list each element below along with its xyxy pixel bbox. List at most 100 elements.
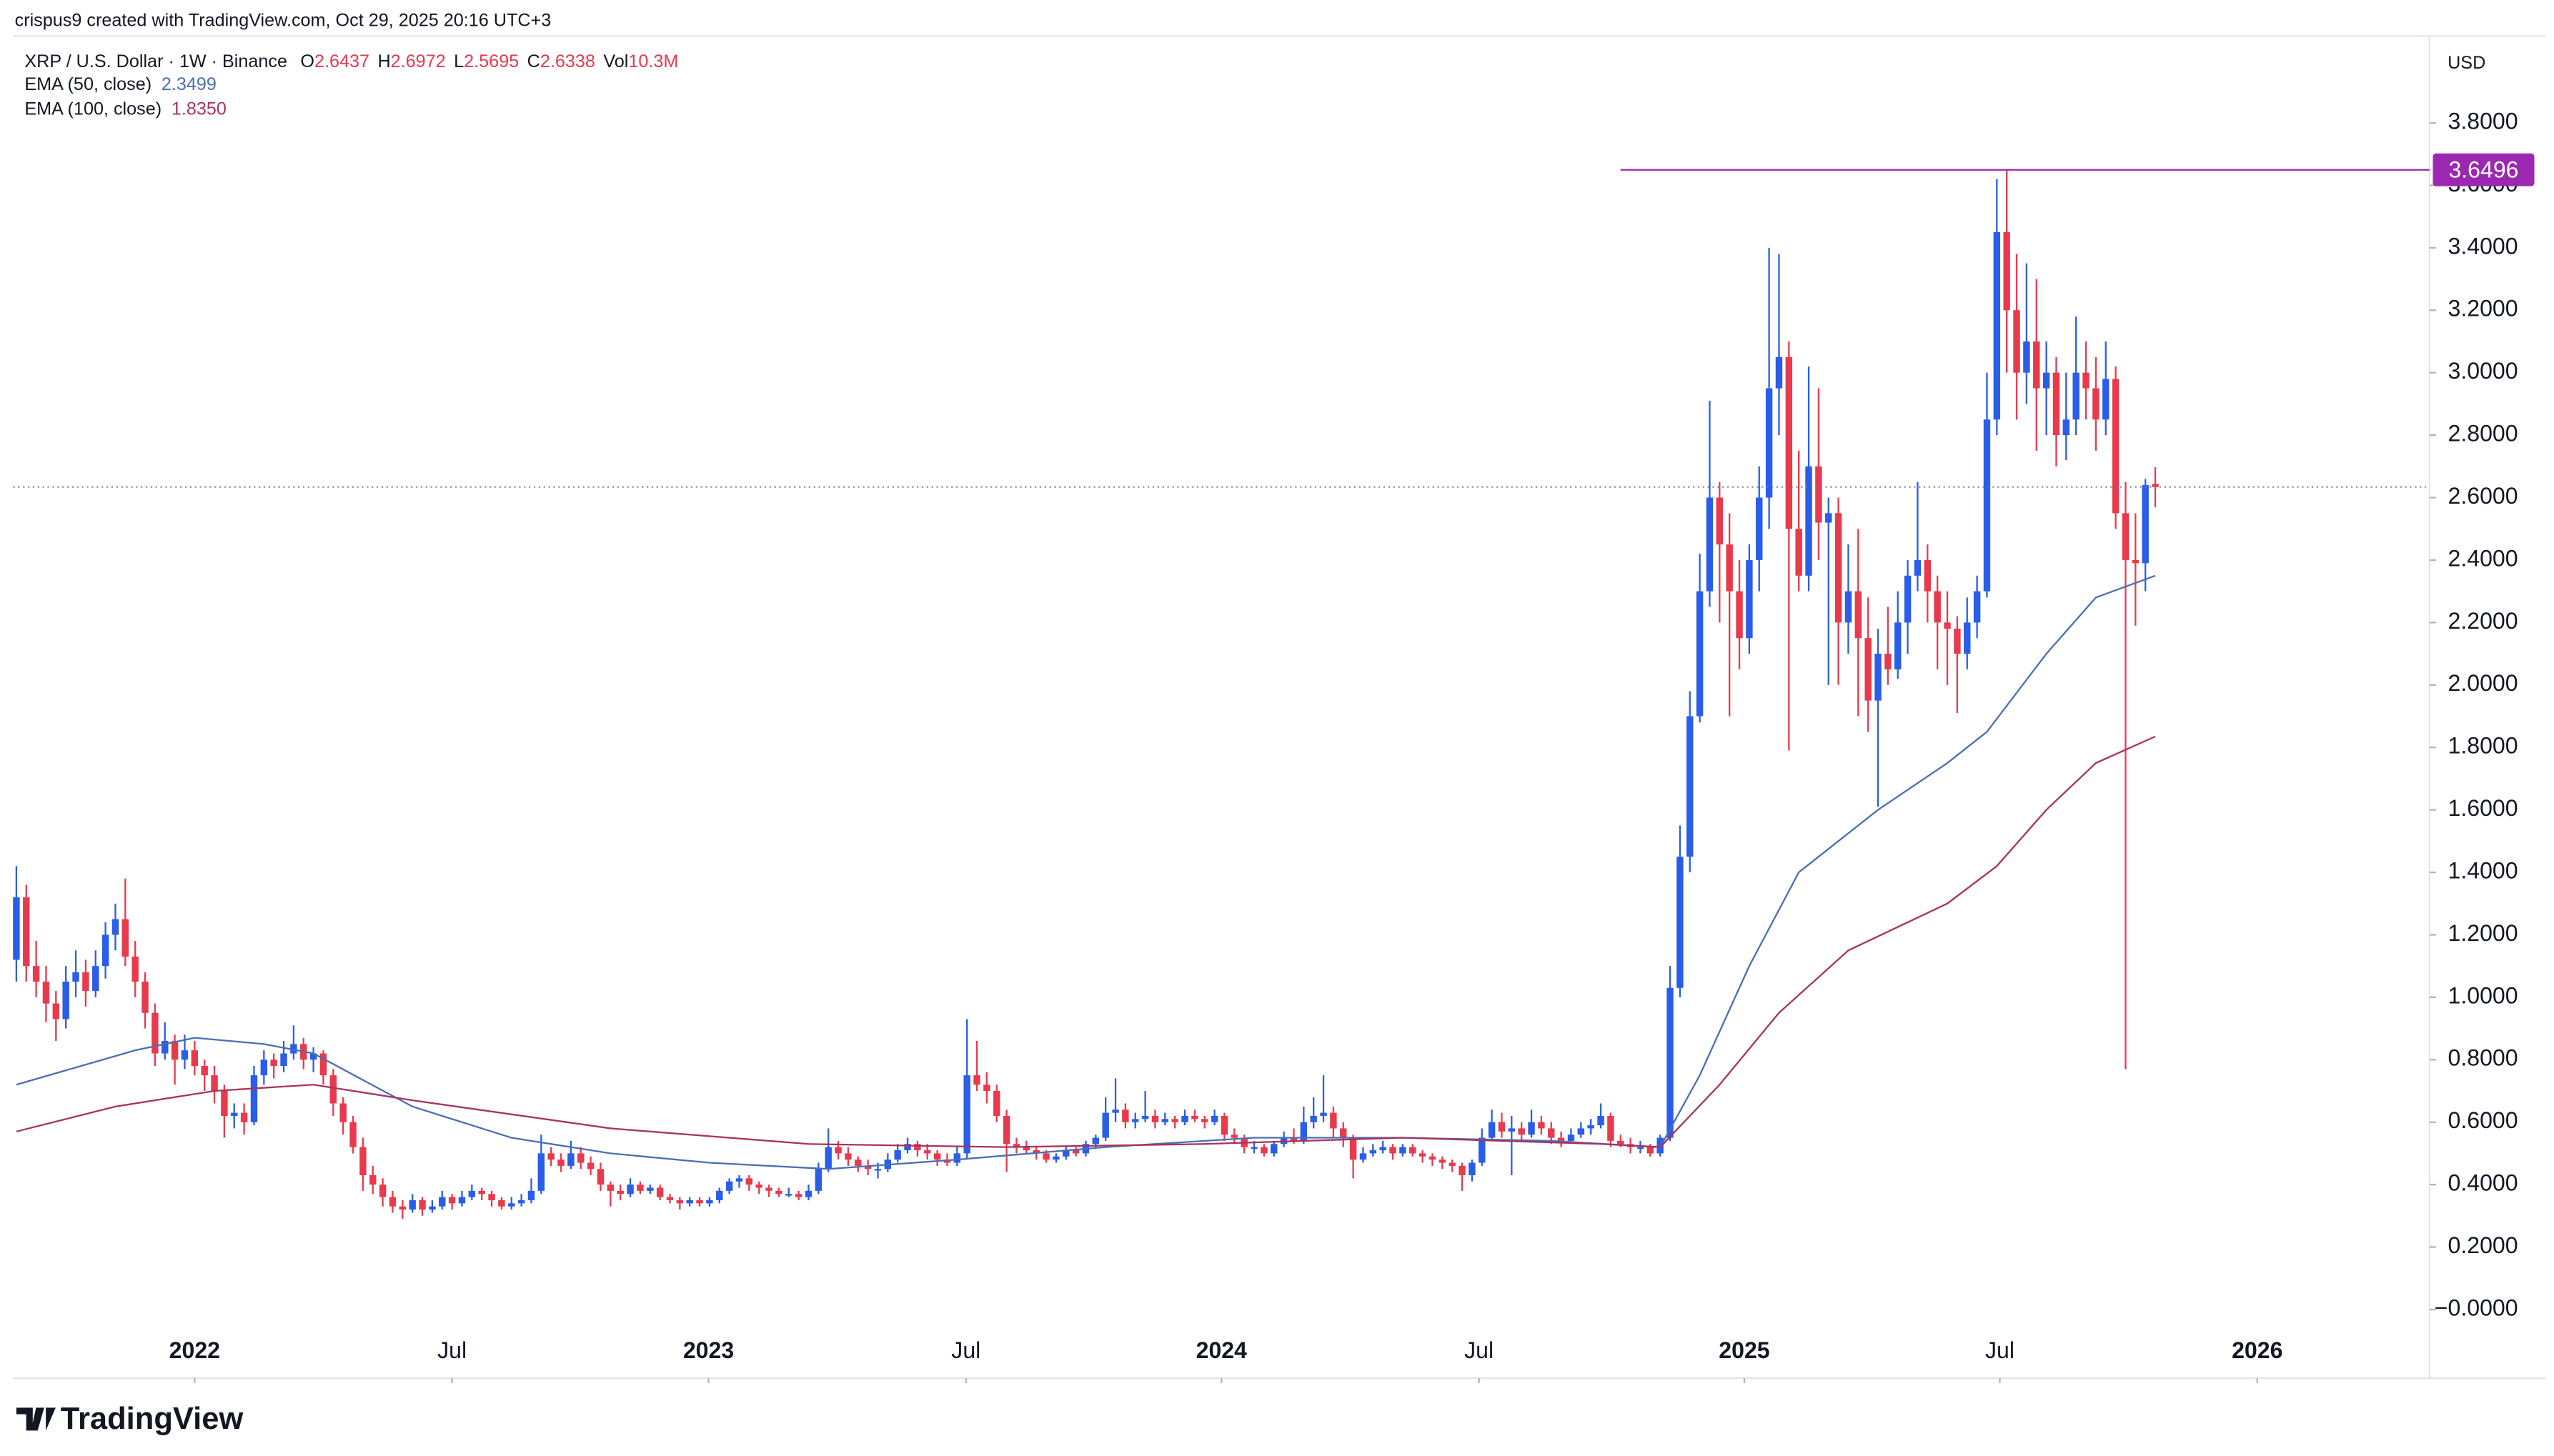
y-tick-label: 3.2000 <box>2448 296 2518 321</box>
candle-body <box>1389 1147 1396 1154</box>
y-tick-label: 3.4000 <box>2448 233 2518 259</box>
candle-body <box>1834 513 1842 623</box>
ohlc-value: 2.6972 <box>391 51 446 71</box>
candle-body <box>250 1075 258 1122</box>
candle-body <box>1557 1137 1565 1141</box>
candle-body <box>527 1190 535 1200</box>
candle-body <box>647 1187 654 1191</box>
candle-body <box>369 1175 377 1185</box>
candle-body <box>101 934 109 967</box>
candle-body <box>855 1160 862 1166</box>
candle-body <box>943 1160 951 1163</box>
candle-body <box>2052 372 2060 436</box>
candle-body <box>1666 987 1674 1138</box>
candle-body <box>379 1185 387 1197</box>
candle-body <box>775 1190 782 1195</box>
candle-body <box>933 1153 941 1160</box>
candle-body <box>835 1147 842 1154</box>
candle-body <box>725 1181 733 1191</box>
candle-body <box>2072 372 2080 420</box>
candle-body <box>1567 1135 1575 1141</box>
candle-body <box>1756 497 1763 560</box>
candle-body <box>617 1190 624 1195</box>
candle-body <box>1310 1115 1317 1122</box>
x-tick-label: 2025 <box>1719 1337 1769 1363</box>
candle-body <box>537 1153 545 1191</box>
candle-body <box>1171 1119 1178 1122</box>
candle-body <box>52 1003 60 1019</box>
candle-body <box>1053 1156 1060 1160</box>
candle-body <box>290 1044 297 1054</box>
level-label: 3.6496 <box>2448 156 2518 182</box>
candle-body <box>2062 419 2070 436</box>
y-tick-label: 0.2000 <box>2448 1232 2518 1258</box>
currency: USD <box>2448 53 2485 73</box>
candle-body <box>1964 622 1971 654</box>
candle-body <box>1023 1147 1030 1151</box>
candle-body <box>488 1194 495 1200</box>
y-tick-label: 1.6000 <box>2448 795 2518 821</box>
candle-body <box>914 1144 921 1151</box>
candle-body <box>1003 1115 1010 1145</box>
candle-body <box>1092 1137 1100 1145</box>
x-tick-label: 2023 <box>683 1337 734 1363</box>
candle-body <box>1112 1110 1119 1113</box>
candle-body <box>716 1190 723 1200</box>
candle-body <box>409 1200 416 1210</box>
candle-body <box>1261 1147 1268 1154</box>
candle-body <box>2132 559 2140 564</box>
candle-body <box>1636 1147 1644 1149</box>
y-tick-label: 2.2000 <box>2448 608 2518 634</box>
candle-body <box>211 1075 218 1091</box>
candle-body <box>755 1185 762 1188</box>
candle-body <box>637 1185 644 1191</box>
candle-body <box>1825 513 1832 523</box>
symbol: XRP / U.S. Dollar · 1W · Binance <box>24 51 287 71</box>
candle-body <box>1201 1119 1208 1122</box>
candle-body <box>1617 1140 1624 1145</box>
candle-body <box>231 1112 238 1116</box>
ema-value: 2.3499 <box>162 74 217 94</box>
candle-body <box>2013 310 2020 373</box>
candle-body <box>1696 591 1704 717</box>
y-tick-label: 2.8000 <box>2448 421 2518 447</box>
x-tick-label: Jul <box>951 1337 980 1363</box>
credit: crispus9 created with TradingView.com, O… <box>15 11 552 31</box>
candle-body <box>2082 372 2090 389</box>
candle-body <box>1428 1156 1436 1160</box>
candle-body <box>765 1187 772 1191</box>
candle-body <box>577 1153 585 1163</box>
candle-body <box>795 1194 803 1197</box>
candle-body <box>815 1169 823 1191</box>
candle-body <box>1528 1122 1535 1135</box>
vol-label: Vol <box>603 51 628 71</box>
candle-body <box>587 1162 595 1170</box>
ohlc-label: L <box>454 51 464 71</box>
candle-body <box>1063 1150 1070 1157</box>
y-tick-label: 3.0000 <box>2448 358 2518 384</box>
candle-body <box>894 1150 901 1160</box>
candle-body <box>1340 1128 1347 1138</box>
y-tick-label: 0.8000 <box>2448 1045 2518 1071</box>
candle-body <box>508 1203 515 1207</box>
x-tick-label: Jul <box>1985 1337 2014 1363</box>
candle-body <box>111 919 119 935</box>
candle-body <box>1983 419 1991 592</box>
candle-body <box>429 1206 436 1210</box>
candle-body <box>1349 1137 1357 1160</box>
candle-body <box>1993 231 2001 420</box>
candle-body <box>162 1041 169 1054</box>
candle-body <box>171 1041 179 1060</box>
candle-body <box>2033 341 2040 389</box>
ema-name: EMA (100, close) <box>24 99 162 119</box>
ema-legend: EMA (50, close) 2.3499 <box>24 74 217 94</box>
candle-body <box>2023 341 2030 373</box>
candle-body <box>478 1190 485 1195</box>
level-badge <box>2433 153 2535 186</box>
candle-body <box>72 972 79 982</box>
candle-body <box>1399 1147 1406 1154</box>
candle-body <box>92 966 99 992</box>
candle-body <box>23 897 30 967</box>
candle-body <box>1597 1115 1604 1126</box>
